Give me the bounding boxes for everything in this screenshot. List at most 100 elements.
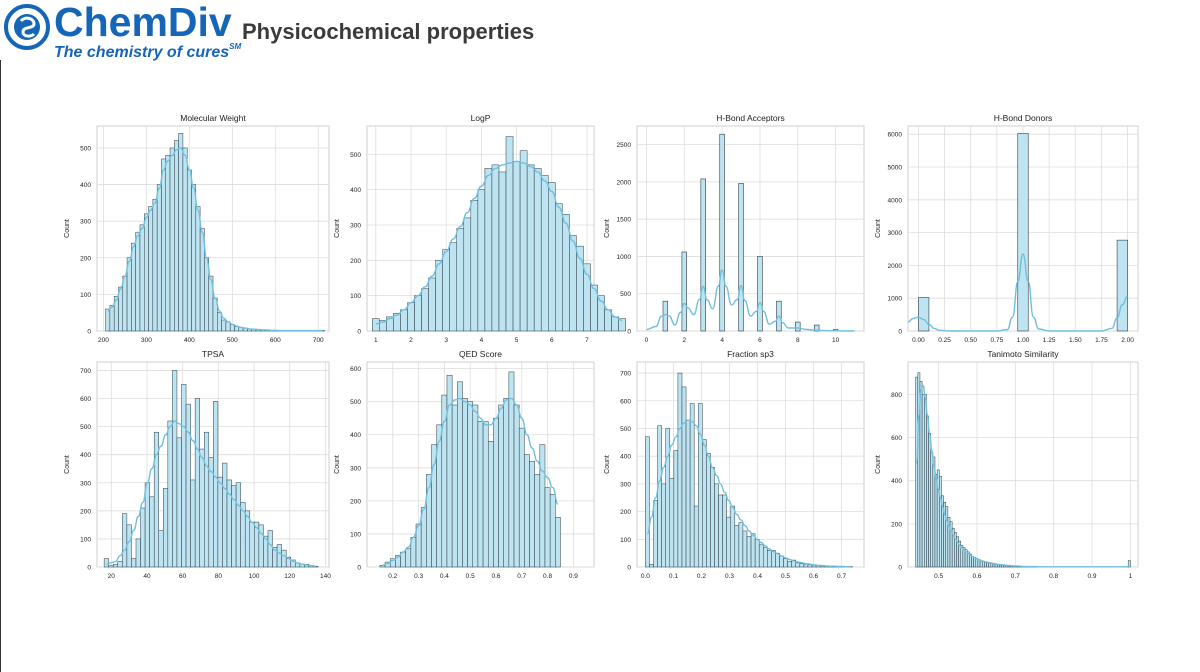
- y-tick-label: 0: [898, 329, 902, 336]
- histogram-bar: [172, 370, 178, 568]
- y-tick-label: 400: [350, 432, 361, 439]
- kde-curve: [907, 253, 1128, 332]
- kde-curve: [106, 420, 316, 567]
- histogram-bar: [700, 178, 706, 332]
- y-tick-label: 200: [80, 508, 91, 515]
- chart-panel: 0 200 400 600 800 0.5 0.6 0.7 0.8 0.9 1 Tanimoto Si…: [875, 349, 1139, 580]
- histogram-bar: [135, 538, 141, 568]
- y-tick-label: 1000: [888, 296, 903, 303]
- histogram-bar: [681, 251, 687, 332]
- chart-title: Fraction sp3: [727, 349, 774, 359]
- histogram-bar: [108, 565, 114, 568]
- histogram-bar: [221, 319, 227, 332]
- histogram-bar: [414, 295, 422, 332]
- histogram-bar: [431, 444, 437, 568]
- histogram-bar: [182, 147, 188, 332]
- histogram-bar: [795, 321, 801, 332]
- histogram-bar: [569, 235, 577, 332]
- histogram-bar: [493, 417, 499, 568]
- x-tick-label: 0.9: [569, 573, 578, 580]
- x-tick-label: 0.25: [938, 337, 951, 344]
- y-tick-label: 1000: [617, 254, 632, 261]
- histogram-bar: [435, 260, 443, 332]
- histogram-bar: [426, 474, 432, 568]
- y-axis-label: Count: [604, 455, 611, 474]
- x-tick-label: 500: [227, 337, 238, 344]
- histogram-bar: [161, 158, 166, 332]
- x-tick-label: 4: [480, 337, 484, 344]
- x-tick-label: 0.6: [972, 573, 981, 580]
- histogram-bar: [924, 394, 927, 568]
- histogram-bar: [549, 494, 556, 568]
- histogram-bar: [191, 184, 197, 332]
- histogram-bar: [144, 213, 149, 332]
- histogram-bar: [249, 521, 255, 568]
- histogram-bar: [470, 199, 479, 332]
- y-tick-label: 200: [80, 255, 91, 262]
- histogram-bar: [477, 421, 484, 568]
- histogram-bar: [449, 242, 457, 332]
- histogram-bar: [276, 544, 282, 568]
- logo-tagline: The chemistry of curesSM: [54, 42, 241, 62]
- histogram-bar: [526, 164, 535, 332]
- histogram-bar: [665, 428, 671, 568]
- chart-panel: 0 100 200 300 400 500 1 2 3 4 5 6 7 LogP Count: [334, 113, 626, 344]
- histogram-bar: [738, 183, 744, 332]
- chart-title: H-Bond Donors: [994, 113, 1053, 123]
- histogram-bar: [697, 403, 703, 568]
- y-tick-label: 300: [80, 219, 91, 226]
- histogram-bar: [734, 525, 740, 568]
- histogram-bar: [222, 462, 228, 568]
- x-tick-label: 40: [143, 573, 151, 580]
- y-tick-label: 600: [80, 396, 91, 403]
- histogram-bar: [462, 398, 468, 568]
- x-tick-label: 0.4: [440, 573, 449, 580]
- x-tick-label: 600: [270, 337, 281, 344]
- histogram-bar: [990, 563, 994, 568]
- histogram-bar: [400, 309, 408, 332]
- histogram-bar: [767, 550, 772, 568]
- histogram-bar: [783, 558, 788, 568]
- histogram-bar: [693, 505, 699, 568]
- x-tick-label: 0.6: [491, 573, 500, 580]
- histogram-bar: [799, 563, 805, 568]
- histogram-bar: [758, 544, 764, 568]
- y-axis-label: Count: [64, 219, 71, 238]
- x-tick-label: 7: [585, 337, 589, 344]
- x-tick-label: 400: [184, 337, 195, 344]
- histogram-bar: [555, 203, 563, 332]
- histogram-bar: [1116, 239, 1128, 332]
- y-tick-label: 400: [80, 452, 91, 459]
- kde-curve: [646, 419, 851, 568]
- y-tick-label: 0: [357, 565, 361, 572]
- y-tick-label: 2500: [617, 142, 632, 149]
- y-tick-label: 1500: [617, 217, 632, 224]
- y-tick-label: 0: [357, 329, 361, 336]
- y-tick-label: 700: [620, 371, 631, 378]
- histogram-bar: [477, 189, 486, 332]
- kde-curve: [382, 397, 559, 566]
- y-tick-label: 0: [87, 329, 91, 336]
- y-tick-label: 500: [350, 152, 361, 159]
- histogram-bar: [807, 564, 813, 568]
- histogram-bar: [463, 217, 472, 332]
- chart-title: QED Score: [459, 349, 502, 359]
- x-tick-label: 0.8: [543, 573, 552, 580]
- x-tick-label: 0.3: [414, 573, 423, 580]
- x-tick-label: 0.00: [912, 337, 925, 344]
- histogram-bar: [681, 386, 687, 568]
- x-tick-label: 0.5: [466, 573, 475, 580]
- histogram-bar: [482, 421, 489, 568]
- histogram-bar: [726, 516, 731, 568]
- histogram-bar: [540, 175, 549, 332]
- x-tick-label: 0.0: [641, 573, 650, 580]
- y-tick-label: 300: [350, 222, 361, 229]
- x-tick-label: 10: [832, 337, 840, 344]
- x-tick-label: 0.9: [1087, 573, 1096, 580]
- y-tick-label: 0: [627, 329, 631, 336]
- histogram-bar: [122, 513, 128, 568]
- chart-panel: 0 100 200 300 400 500 600 700 0.0 0.1 0.2 0.3 0.4 0.5…: [604, 349, 865, 580]
- y-axis-label: Count: [875, 455, 882, 474]
- y-tick-label: 600: [350, 366, 361, 373]
